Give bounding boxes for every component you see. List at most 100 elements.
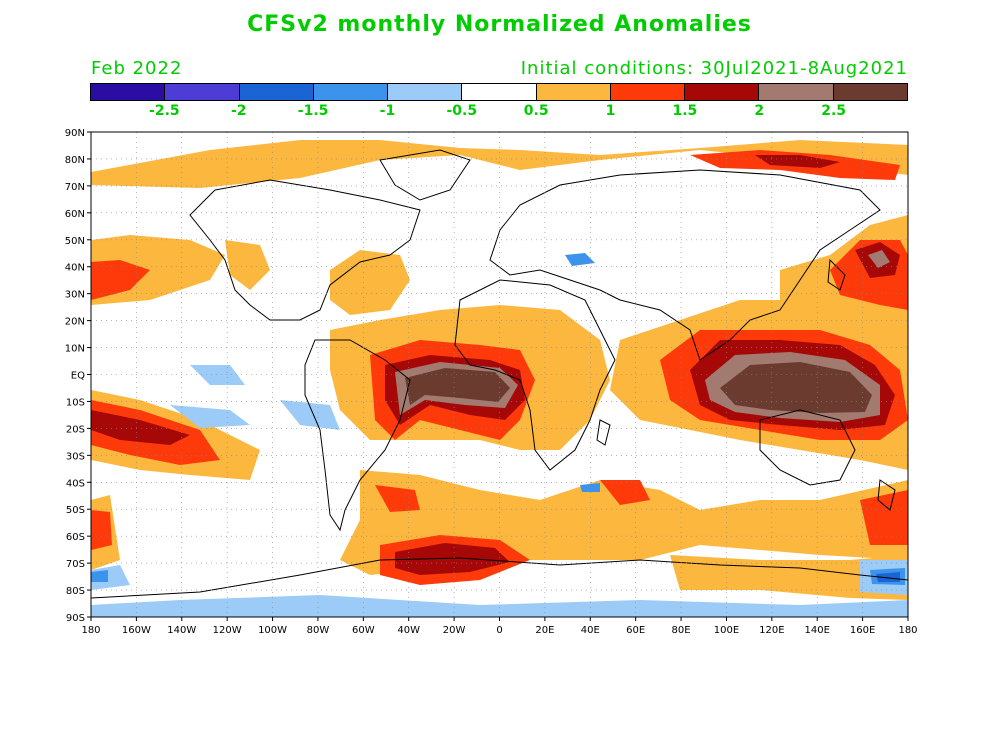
longitude-label: 180 bbox=[81, 625, 100, 636]
colorbar-label: 1 bbox=[605, 103, 616, 119]
anomaly-region bbox=[91, 260, 150, 300]
colorbar-segment bbox=[536, 84, 611, 100]
latitude-label: 70S bbox=[66, 559, 85, 570]
anomaly-region bbox=[375, 485, 420, 512]
colorbar-label: -2.5 bbox=[149, 103, 180, 119]
latitude-label: 10N bbox=[65, 344, 85, 355]
colorbar-label: -1 bbox=[379, 103, 396, 119]
coastline-antarctica bbox=[91, 557, 908, 599]
anomaly-region bbox=[600, 480, 650, 505]
colorbar-segment bbox=[91, 84, 166, 100]
latitude-label: 30S bbox=[66, 451, 85, 462]
colorbar-label: -1.5 bbox=[297, 103, 329, 119]
latitude-label: 10S bbox=[66, 397, 85, 408]
anomaly-shading bbox=[91, 140, 908, 617]
anomaly-region bbox=[91, 570, 108, 582]
longitude-label: 120E bbox=[759, 625, 784, 636]
colorbar-segment bbox=[239, 84, 314, 100]
longitude-label: 160E bbox=[850, 625, 875, 636]
longitude-label: 20W bbox=[443, 625, 466, 636]
anomaly-region bbox=[91, 140, 908, 188]
anomaly-region bbox=[225, 240, 270, 290]
anomaly-region bbox=[395, 543, 510, 575]
anomaly-region bbox=[330, 250, 410, 315]
colorbar-segment bbox=[388, 84, 463, 100]
anomaly-region bbox=[868, 250, 890, 268]
anomaly-region bbox=[755, 155, 840, 168]
colorbar-label: -2 bbox=[230, 103, 247, 119]
latitude-label: 40S bbox=[66, 478, 85, 489]
longitude-label: 120W bbox=[213, 625, 242, 636]
longitude-label: 100E bbox=[714, 625, 739, 636]
coastline-north-america bbox=[189, 179, 421, 321]
latitude-label: 60S bbox=[66, 532, 85, 543]
anomaly-region bbox=[720, 362, 872, 413]
colorbar-labels: -2.5 -2 -1.5 -1 -0.5 0.5 1 1.5 2 2.5 bbox=[90, 103, 908, 123]
longitude-label: 160W bbox=[122, 625, 151, 636]
latitude-label: 30N bbox=[65, 290, 85, 301]
latitude-label: 70N bbox=[65, 182, 85, 193]
coastline-south-america bbox=[304, 339, 411, 532]
colorbar-label: 0.5 bbox=[523, 103, 549, 119]
colorbar-segment bbox=[462, 84, 537, 100]
anomaly-region bbox=[170, 405, 250, 428]
anomaly-region bbox=[91, 410, 190, 445]
coastline-japan bbox=[827, 258, 846, 291]
colorbar-segment bbox=[685, 84, 760, 100]
anomaly-region bbox=[280, 400, 340, 430]
map-title: CFSv2 monthly Normalized Anomalies bbox=[247, 12, 752, 37]
longitude-label: 80E bbox=[672, 625, 691, 636]
colorbar-segment bbox=[833, 84, 907, 100]
anomaly-region bbox=[565, 253, 595, 266]
colorbar-segment bbox=[165, 84, 240, 100]
colorbar-segment bbox=[610, 84, 686, 100]
latitude-label: 50N bbox=[65, 236, 85, 247]
latitude-label: 60N bbox=[65, 209, 85, 220]
latitude-label: 40N bbox=[65, 263, 85, 274]
latitude-label: 80N bbox=[65, 155, 85, 166]
anomaly-region bbox=[91, 595, 908, 617]
longitude-label: 60E bbox=[626, 625, 645, 636]
anomaly-region bbox=[91, 510, 112, 550]
forecast-month: Feb 2022 bbox=[91, 58, 183, 79]
anomaly-region bbox=[876, 572, 900, 582]
coastline-new-zealand bbox=[877, 479, 896, 511]
coastline-eurasia bbox=[489, 169, 881, 361]
longitude-label: 80W bbox=[307, 625, 330, 636]
colorbar-segment bbox=[759, 84, 834, 100]
anomaly-region bbox=[190, 365, 245, 385]
latitude-label: EQ bbox=[71, 371, 85, 382]
latitude-label: 20N bbox=[65, 317, 85, 328]
latitude-label: 80S bbox=[66, 586, 85, 597]
coastline-greenland bbox=[379, 149, 471, 201]
coastline-australia bbox=[759, 409, 856, 486]
colorbar-segment bbox=[313, 84, 389, 100]
longitude-label: 140W bbox=[167, 625, 196, 636]
colorbar-label: 2.5 bbox=[821, 103, 847, 119]
longitude-label: 0 bbox=[496, 625, 502, 636]
longitude-label: 20E bbox=[535, 625, 554, 636]
longitude-label: 60W bbox=[352, 625, 375, 636]
latitude-label: 90N bbox=[65, 128, 85, 139]
anomaly-region bbox=[405, 368, 510, 405]
colorbar-label: 1.5 bbox=[672, 103, 698, 119]
anomaly-region bbox=[670, 555, 908, 600]
initial-conditions: Initial conditions: 30Jul2021-8Aug2021 bbox=[520, 58, 908, 79]
latitude-label: 90S bbox=[66, 613, 85, 624]
longitude-labels: 180 160W 140W 120W 100W 80W 60W 40W 20W 0 20E 40E 60… bbox=[81, 617, 918, 636]
latitude-label: 20S bbox=[66, 424, 85, 435]
longitude-label: 180 bbox=[898, 625, 917, 636]
graticule bbox=[91, 132, 908, 617]
coastline-africa bbox=[454, 279, 616, 471]
colorbar-label: -0.5 bbox=[446, 103, 478, 119]
longitude-label: 140E bbox=[805, 625, 830, 636]
anomaly-region bbox=[860, 490, 908, 545]
colorbar bbox=[90, 83, 908, 101]
coastlines bbox=[91, 149, 908, 599]
colorbar-label: 2 bbox=[754, 103, 765, 119]
coastline-madagascar bbox=[596, 419, 611, 446]
longitude-label: 40E bbox=[581, 625, 600, 636]
latitude-label: 50S bbox=[66, 505, 85, 516]
longitude-label: 100W bbox=[258, 625, 287, 636]
